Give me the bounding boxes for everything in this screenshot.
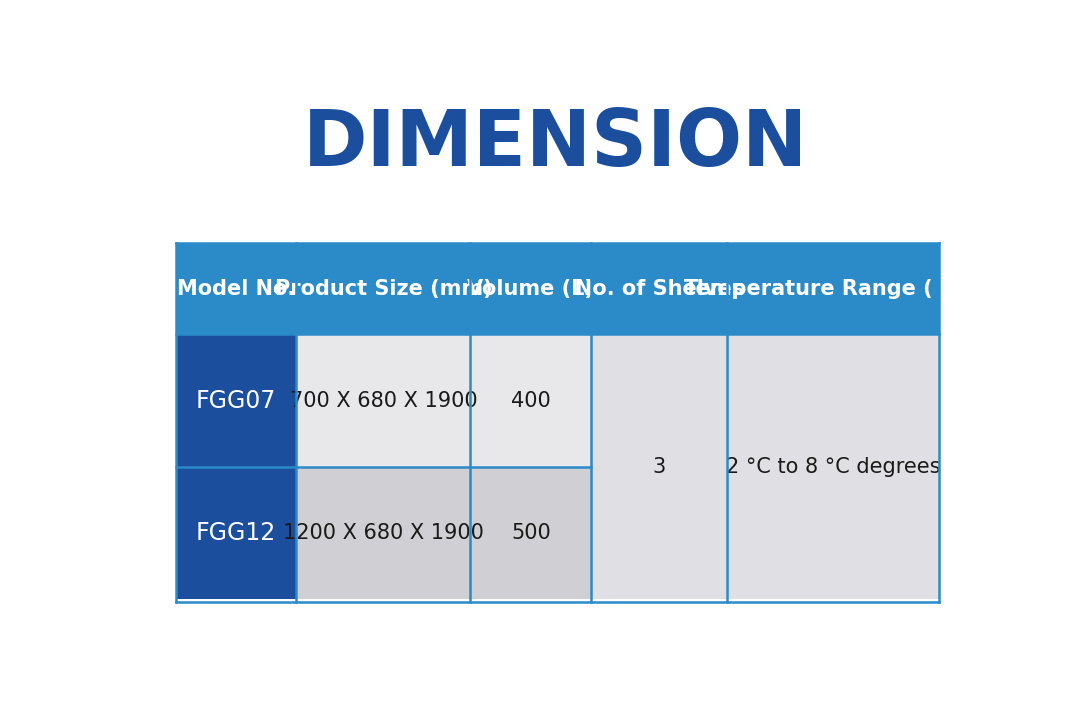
Bar (297, 243, 470, 334)
Text: 500: 500 (511, 523, 550, 543)
Bar (470, 335, 591, 467)
Text: 3: 3 (653, 457, 666, 477)
Bar (591, 334, 727, 599)
Bar (591, 243, 727, 334)
Bar (727, 334, 939, 599)
Text: Product Size (mm): Product Size (mm) (275, 279, 493, 299)
Text: 700 X 680 X 1900: 700 X 680 X 1900 (289, 391, 478, 411)
Bar (727, 243, 939, 334)
Text: 400: 400 (511, 391, 550, 411)
Text: 1200 X 680 X 1900: 1200 X 680 X 1900 (283, 523, 484, 543)
Text: Temperature Range ( °C ): Temperature Range ( °C ) (684, 279, 982, 299)
Text: Volume (L): Volume (L) (468, 279, 595, 299)
Text: FGG12: FGG12 (196, 521, 276, 545)
Bar (470, 467, 591, 599)
Text: DIMENSION: DIMENSION (302, 106, 808, 182)
Text: No. of Shelves: No. of Shelves (574, 279, 744, 299)
Bar (297, 467, 470, 599)
Bar (175, 335, 297, 467)
Text: 2 °C to 8 °C degrees: 2 °C to 8 °C degrees (726, 457, 940, 477)
Bar (297, 335, 470, 467)
Text: FGG07: FGG07 (196, 389, 276, 413)
Bar (175, 467, 297, 599)
Bar (175, 243, 297, 334)
Text: Model No.: Model No. (177, 279, 296, 299)
Bar (470, 243, 591, 334)
